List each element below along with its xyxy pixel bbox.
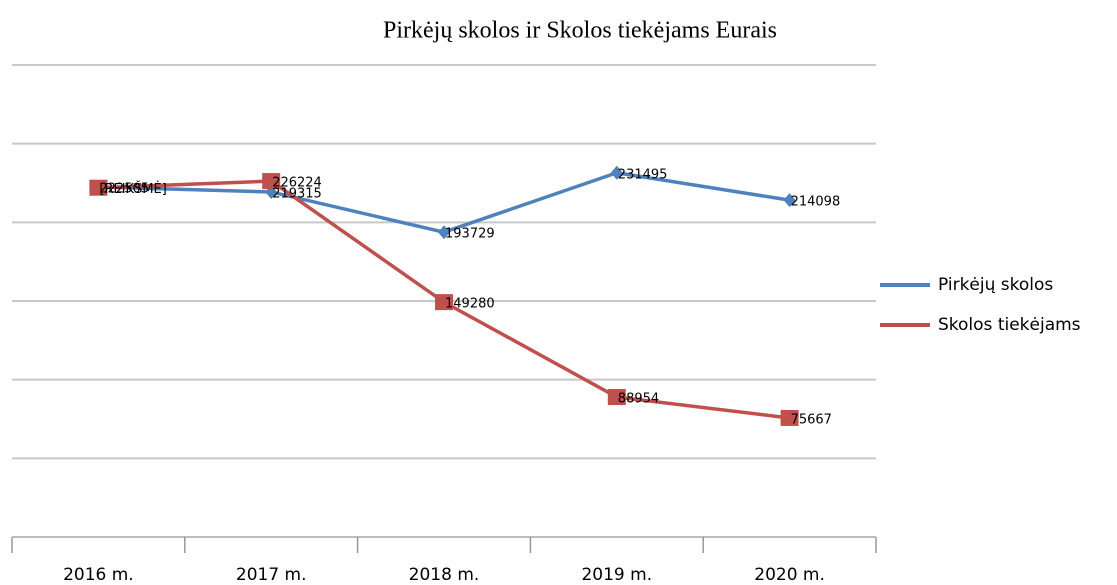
data-label: 219315: [272, 186, 322, 201]
legend-label: Pirkėjų skolos: [938, 275, 1053, 295]
marker: [262, 173, 281, 190]
x-tick-label: 2016 m.: [63, 565, 134, 585]
data-label: 231495: [618, 167, 668, 182]
marker: [435, 294, 453, 311]
x-tick-label: 2018 m.: [409, 565, 480, 585]
data-label: 88954: [618, 392, 659, 407]
marker: [780, 409, 799, 426]
x-tick-label: 2019 m.: [581, 565, 652, 585]
x-tick-label: 2017 m.: [236, 565, 307, 585]
legend-label: Skolos tiekėjams: [938, 315, 1081, 335]
data-label: 222505: [99, 181, 149, 196]
marker: [783, 193, 796, 208]
data-label: 193729: [445, 227, 495, 242]
data-label: 149280: [445, 297, 495, 312]
data-label: [REIKŠMĖ]: [99, 181, 166, 197]
data-label: 214098: [791, 195, 841, 210]
marker: [610, 165, 623, 180]
marker: [607, 389, 626, 406]
chart-title: Pirkėjų skolos ir Skolos tiekėjams Eurai…: [383, 18, 777, 44]
x-tick-label: 2020 m.: [754, 565, 825, 585]
data-label: 75667: [791, 412, 832, 427]
data-label: 226224: [272, 176, 322, 191]
marker: [438, 225, 450, 240]
marker: [89, 179, 108, 196]
